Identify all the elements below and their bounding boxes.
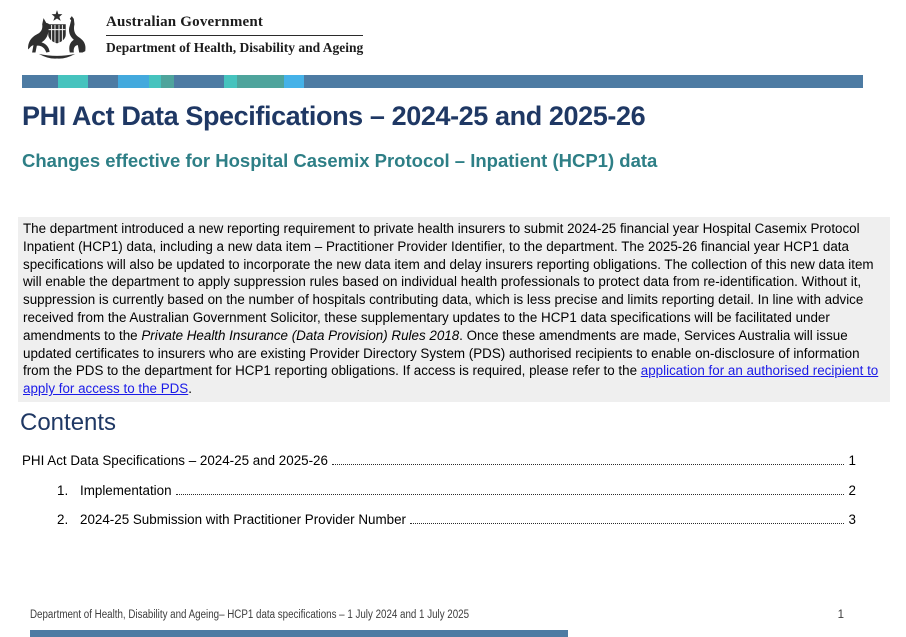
toc-entry-label: Implementation <box>80 482 172 498</box>
toc-dot-leader <box>175 493 844 495</box>
government-title: Australian Government <box>106 14 264 30</box>
bar-segment <box>224 75 237 88</box>
bar-segment <box>284 75 304 88</box>
bar-segment <box>237 75 284 88</box>
pds-access-link[interactable]: application for an authorised recipient … <box>23 363 879 397</box>
toc-entry-label: 2024-25 Submission with Practitioner Pro… <box>80 512 406 527</box>
bar-segment <box>304 75 863 88</box>
intro-text-1: The department introduced a new reportin… <box>23 221 874 343</box>
footer-page-number: 1 <box>837 609 844 621</box>
toc-page-number: 3 <box>848 512 856 527</box>
toc-entry-number: 2. <box>57 512 69 527</box>
next-page-bar <box>30 630 568 637</box>
toc-entry-submission[interactable]: 2. 2024-25 Submission with Practitioner … <box>22 512 856 527</box>
bar-segment <box>174 75 224 88</box>
header-divider <box>106 35 364 36</box>
toc-dot-leader <box>410 523 844 524</box>
toc-entry-implementation[interactable]: 1. Implementation 2 <box>22 483 856 498</box>
bar-segment <box>22 75 58 88</box>
bar-segment <box>88 75 118 88</box>
intro-text-3: . <box>188 381 192 397</box>
toc-entry-number: 1. <box>57 482 69 498</box>
bar-segment <box>58 75 88 88</box>
bar-segment <box>149 75 161 88</box>
page-title: PHI Act Data Specifications – 2024-25 an… <box>22 101 646 131</box>
intro-paragraph: The department introduced a new reportin… <box>18 217 890 402</box>
australian-coat-of-arms-icon <box>28 10 86 59</box>
footer-text: Department of Health, Disability and Age… <box>30 609 470 621</box>
department-name: Department of Health, Disability and Age… <box>106 40 364 55</box>
page-subtitle: Changes effective for Hospital Casemix P… <box>22 150 658 171</box>
bar-segment <box>118 75 149 88</box>
bar-segment <box>161 75 174 88</box>
header-text-block: Australian Government Department of Heal… <box>106 8 364 56</box>
contents-heading: Contents <box>20 409 117 436</box>
page-footer: Department of Health, Disability and Age… <box>30 609 844 621</box>
table-of-contents: PHI Act Data Specifications – 2024-25 an… <box>22 453 856 542</box>
toc-entry-label: PHI Act Data Specifications – 2024-25 an… <box>22 453 328 468</box>
intro-text-2: . Once these amendments are made, Servic… <box>23 327 860 379</box>
toc-page-number: 2 <box>848 482 856 498</box>
decorative-bar <box>22 75 863 88</box>
intro-rules-title: Private Health Insurance (Data Provision… <box>141 327 460 343</box>
government-header: Australian Government Department of Heal… <box>20 8 364 62</box>
toc-dot-leader <box>331 464 844 465</box>
toc-entry-phi-act[interactable]: PHI Act Data Specifications – 2024-25 an… <box>22 453 856 468</box>
toc-page-number: 1 <box>848 453 856 468</box>
